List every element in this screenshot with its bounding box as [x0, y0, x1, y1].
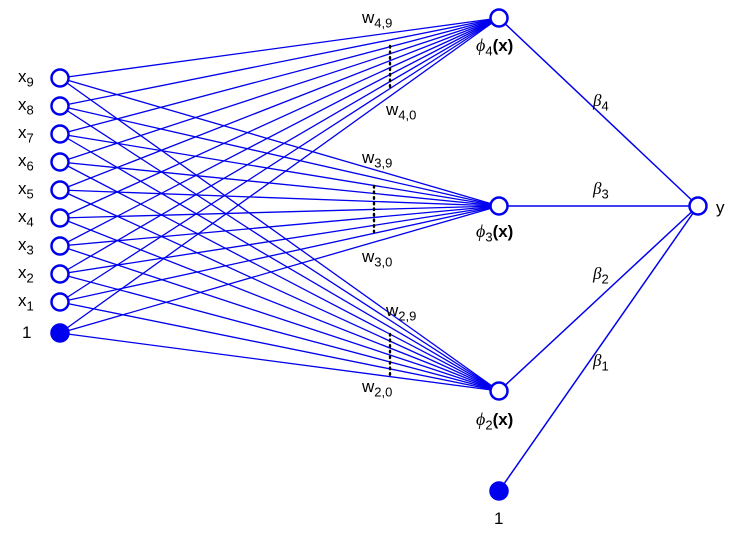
weight-label-w39: w3,9 [362, 148, 393, 171]
edge-x2-to-phi4 [59, 17, 500, 275]
weight-label-w49: w4,9 [362, 8, 393, 31]
edge-x1-to-phi3 [59, 205, 500, 303]
beta-label-2: β2 [593, 264, 609, 287]
edge-x5-to-phi2 [59, 189, 500, 392]
beta-label-4: β4 [593, 91, 609, 114]
input-node-x5 [50, 180, 70, 200]
edge-x2-to-phi3 [59, 205, 500, 275]
input-bias-label: 1 [22, 323, 32, 342]
input-label-x3: x3 [18, 235, 34, 258]
edge-x7-to-phi2 [59, 133, 500, 392]
edge-x7-to-phi4 [59, 17, 500, 135]
edge-x8-to-phi3 [59, 105, 500, 207]
edge-x9-to-phi3 [59, 77, 500, 207]
edge-x6-to-phi4 [59, 17, 500, 163]
edge-bias-to-phi2 [59, 332, 500, 392]
output-bias-label: 1 [494, 509, 504, 528]
input-label-x8: x8 [18, 95, 34, 118]
edge-bias-to-y [498, 205, 699, 492]
input-node-x1 [50, 292, 70, 312]
beta-label-3: β3 [593, 179, 609, 202]
edge-x4-to-phi3 [59, 205, 500, 219]
input-label-x9: x9 [18, 67, 34, 90]
edge-x6-to-phi3 [59, 161, 500, 207]
weight-label-w29: w2,9 [386, 301, 417, 324]
input-bias-node [50, 323, 70, 343]
edge-phi2-to-y [498, 205, 699, 392]
input-node-x2 [50, 264, 70, 284]
input-node-x9 [50, 68, 70, 88]
edge-x4-to-phi4 [59, 17, 500, 219]
input-node-x7 [50, 124, 70, 144]
hidden-label-phi4: ϕ4(x) [476, 35, 514, 59]
edge-x5-to-phi4 [59, 17, 500, 191]
edge-x5-to-phi3 [59, 189, 500, 207]
output-label-y: y [716, 198, 725, 217]
input-node-x4 [50, 208, 70, 228]
edge-x7-to-phi3 [59, 133, 500, 207]
hidden-node-phi4 [489, 8, 509, 28]
edge-x8-to-phi2 [59, 105, 500, 392]
input-node-x3 [50, 236, 70, 256]
edge-bias-to-phi4 [59, 17, 500, 334]
edge-x2-to-phi2 [59, 273, 500, 392]
output-node-y [688, 196, 708, 216]
edge-x3-to-phi3 [59, 205, 500, 247]
hidden-node-phi3 [489, 196, 509, 216]
weight-label-w30: w3,0 [362, 247, 393, 270]
edge-x9-to-phi4 [59, 17, 500, 79]
hidden-label-phi2: ϕ2(x) [476, 409, 514, 433]
hidden-node-phi2 [489, 381, 509, 401]
input-label-x7: x7 [18, 123, 34, 146]
input-label-x5: x5 [18, 179, 34, 202]
input-node-x8 [50, 96, 70, 116]
beta-label-1: β1 [593, 351, 609, 374]
input-node-x6 [50, 152, 70, 172]
edge-x1-to-phi2 [59, 301, 500, 392]
input-label-x6: x6 [18, 151, 34, 174]
weight-label-w20: w2,0 [362, 377, 393, 400]
output-bias-node [489, 481, 509, 501]
edge-bias-to-phi3 [59, 205, 500, 334]
edge-x3-to-phi4 [59, 17, 500, 247]
input-label-x1: x1 [18, 291, 34, 314]
edge-phi4-to-y [498, 17, 699, 207]
input-label-x2: x2 [18, 263, 34, 286]
edge-x3-to-phi2 [59, 245, 500, 392]
edge-x6-to-phi2 [59, 161, 500, 392]
hidden-label-phi3: ϕ3(x) [476, 221, 514, 245]
input-label-x4: x4 [18, 207, 34, 230]
edge-x1-to-phi4 [59, 17, 500, 303]
edge-x4-to-phi2 [59, 217, 500, 392]
weight-label-w40: w4,0 [386, 100, 417, 123]
edge-x8-to-phi4 [59, 17, 500, 107]
edge-x9-to-phi2 [59, 77, 500, 392]
